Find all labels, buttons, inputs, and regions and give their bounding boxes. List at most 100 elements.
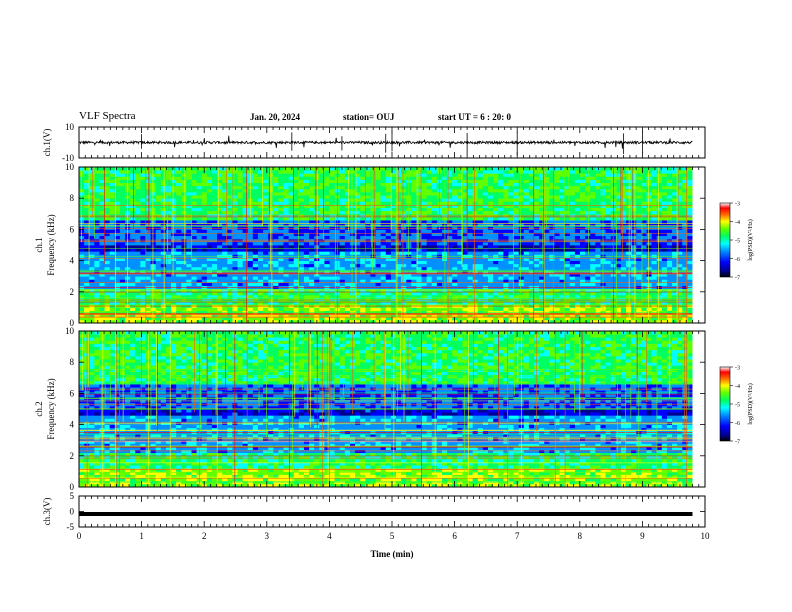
ch1-spec-cell bbox=[196, 276, 203, 280]
ch1-spec-cell bbox=[191, 301, 197, 305]
ch1-spec-cell bbox=[217, 254, 223, 258]
ch1-spec-cell bbox=[237, 254, 243, 258]
ch1-spec-cell bbox=[401, 257, 407, 261]
ch1-spec-cell bbox=[626, 291, 632, 296]
ch1-spec-cell bbox=[130, 251, 136, 255]
ch1-spec-cell bbox=[416, 301, 422, 305]
ch1-spec-cell bbox=[217, 291, 223, 296]
ch1-spec-cell bbox=[472, 279, 479, 283]
ch1-spec-cell bbox=[498, 307, 504, 311]
ch1-spec-cell bbox=[365, 316, 371, 321]
ch1-spec-cell bbox=[303, 207, 310, 212]
ch1-spec-cell bbox=[523, 232, 530, 237]
ch1-spec-cell bbox=[380, 313, 387, 318]
ch1-spec-cell bbox=[252, 316, 259, 321]
ch1-spec-cell bbox=[651, 216, 658, 221]
ch1-spec-cell bbox=[252, 241, 259, 246]
ch1-spec-cell bbox=[636, 229, 642, 233]
ch1-spec-cell bbox=[426, 220, 433, 224]
ch1-spec-cell bbox=[186, 235, 192, 240]
ch1-spec-cell bbox=[513, 204, 520, 208]
ch1-spec-cell bbox=[498, 201, 504, 205]
ch1-spec-cell bbox=[677, 269, 683, 274]
ch1-spec-cell bbox=[196, 307, 203, 311]
ch1-spec-cell bbox=[620, 266, 627, 271]
ch1-spec-cell bbox=[370, 269, 376, 274]
ch1-spec-cell bbox=[651, 248, 658, 252]
ch1-spec-cell bbox=[114, 307, 121, 311]
ch1-spec-cell bbox=[631, 198, 637, 202]
ch1-spec-cell bbox=[569, 279, 576, 283]
ch1-spec-cell bbox=[324, 235, 330, 240]
ch1-spec-cell bbox=[99, 294, 105, 299]
ch1-spec-cell bbox=[201, 257, 208, 261]
ch1-spec-cell bbox=[206, 245, 213, 249]
ch1-spec-cell bbox=[99, 223, 105, 227]
ch1-spec-cell bbox=[206, 273, 213, 277]
ch1-spec-cell bbox=[595, 232, 601, 237]
ch1-spec-cell bbox=[503, 238, 509, 243]
ch1-spec-cell bbox=[237, 226, 243, 230]
ch1-spec-cell bbox=[687, 238, 693, 243]
ch1-spec-cell bbox=[114, 254, 121, 258]
ch1-spec-cell bbox=[298, 191, 305, 196]
ch1-spec-cell bbox=[656, 226, 663, 230]
ch1-spec-cell bbox=[513, 207, 520, 212]
ch1-spec-cell bbox=[585, 198, 591, 202]
ch1-spec-cell bbox=[539, 232, 545, 237]
ch1-spec-cell bbox=[651, 232, 658, 237]
ch1-spec-cell bbox=[457, 269, 463, 274]
ch1-spec-cell bbox=[564, 282, 571, 286]
ch1-spec-cell bbox=[401, 288, 407, 293]
ch1-spec-cell bbox=[191, 273, 197, 277]
ch1-spec-cell bbox=[656, 257, 663, 261]
ch1-spec-cell bbox=[191, 254, 197, 258]
ch1-spec-cell bbox=[672, 248, 678, 252]
ch1-spec-cell bbox=[656, 294, 663, 299]
ch1-spec-cell bbox=[227, 307, 233, 311]
ch1-spec-cell bbox=[677, 301, 683, 305]
ch1-spec-cell bbox=[661, 201, 668, 205]
ch1-spec-cell bbox=[165, 254, 172, 258]
ch1-spec-cell bbox=[682, 229, 688, 233]
ch1-spec-cell bbox=[626, 260, 632, 265]
ch1-spec-cell bbox=[298, 198, 305, 202]
ch1-spec-cell bbox=[160, 319, 167, 324]
ch1-spec-cell bbox=[130, 248, 136, 252]
ch1-spec-cell bbox=[534, 288, 540, 293]
ch1-spec-cell bbox=[375, 204, 382, 208]
ch1-spec-cell bbox=[171, 216, 177, 221]
ch1-spec-cell bbox=[242, 294, 249, 299]
ch1-spec-cell bbox=[257, 316, 264, 321]
ch1-spec-cell bbox=[406, 269, 412, 274]
ch1-spec-cell bbox=[360, 207, 366, 212]
ch1-spec-cell bbox=[89, 273, 95, 277]
ch1-spec-cell bbox=[416, 223, 422, 227]
ch1-spec-cell bbox=[288, 223, 295, 227]
ch1-spec-cell bbox=[314, 313, 320, 318]
ch1-spec-cell bbox=[237, 273, 243, 277]
ch1-spec-cell bbox=[268, 279, 274, 283]
ch1-spec-cell bbox=[257, 307, 264, 311]
ch1-spec-cell bbox=[595, 235, 601, 240]
ch1-spec-cell bbox=[176, 210, 182, 215]
ch1-spec-cell bbox=[549, 245, 555, 249]
ch1-spec-cell bbox=[544, 241, 550, 246]
ch1-spec-cell bbox=[278, 210, 284, 215]
ch1-spec-cell bbox=[150, 294, 157, 299]
ch1-spec-cell bbox=[237, 266, 243, 271]
ch1-spec-cell bbox=[447, 254, 453, 258]
ch1-spec-cell bbox=[503, 210, 509, 215]
ch1-spec-cell bbox=[201, 201, 208, 205]
ch1-spec-cell bbox=[487, 276, 494, 280]
ch1-spec-cell bbox=[605, 229, 612, 233]
ch1-spec-cell bbox=[344, 266, 351, 271]
ch1-spec-cell bbox=[462, 238, 468, 243]
ch1-spec-cell bbox=[257, 207, 264, 212]
ch1-spec-cell bbox=[523, 301, 530, 305]
ch1-spec-cell bbox=[631, 223, 637, 227]
ch1-spec-cell bbox=[150, 269, 157, 274]
ch1-spec-cell bbox=[278, 266, 284, 271]
ch1-spec-cell bbox=[84, 273, 90, 277]
ch1-spec-cell bbox=[457, 238, 463, 243]
